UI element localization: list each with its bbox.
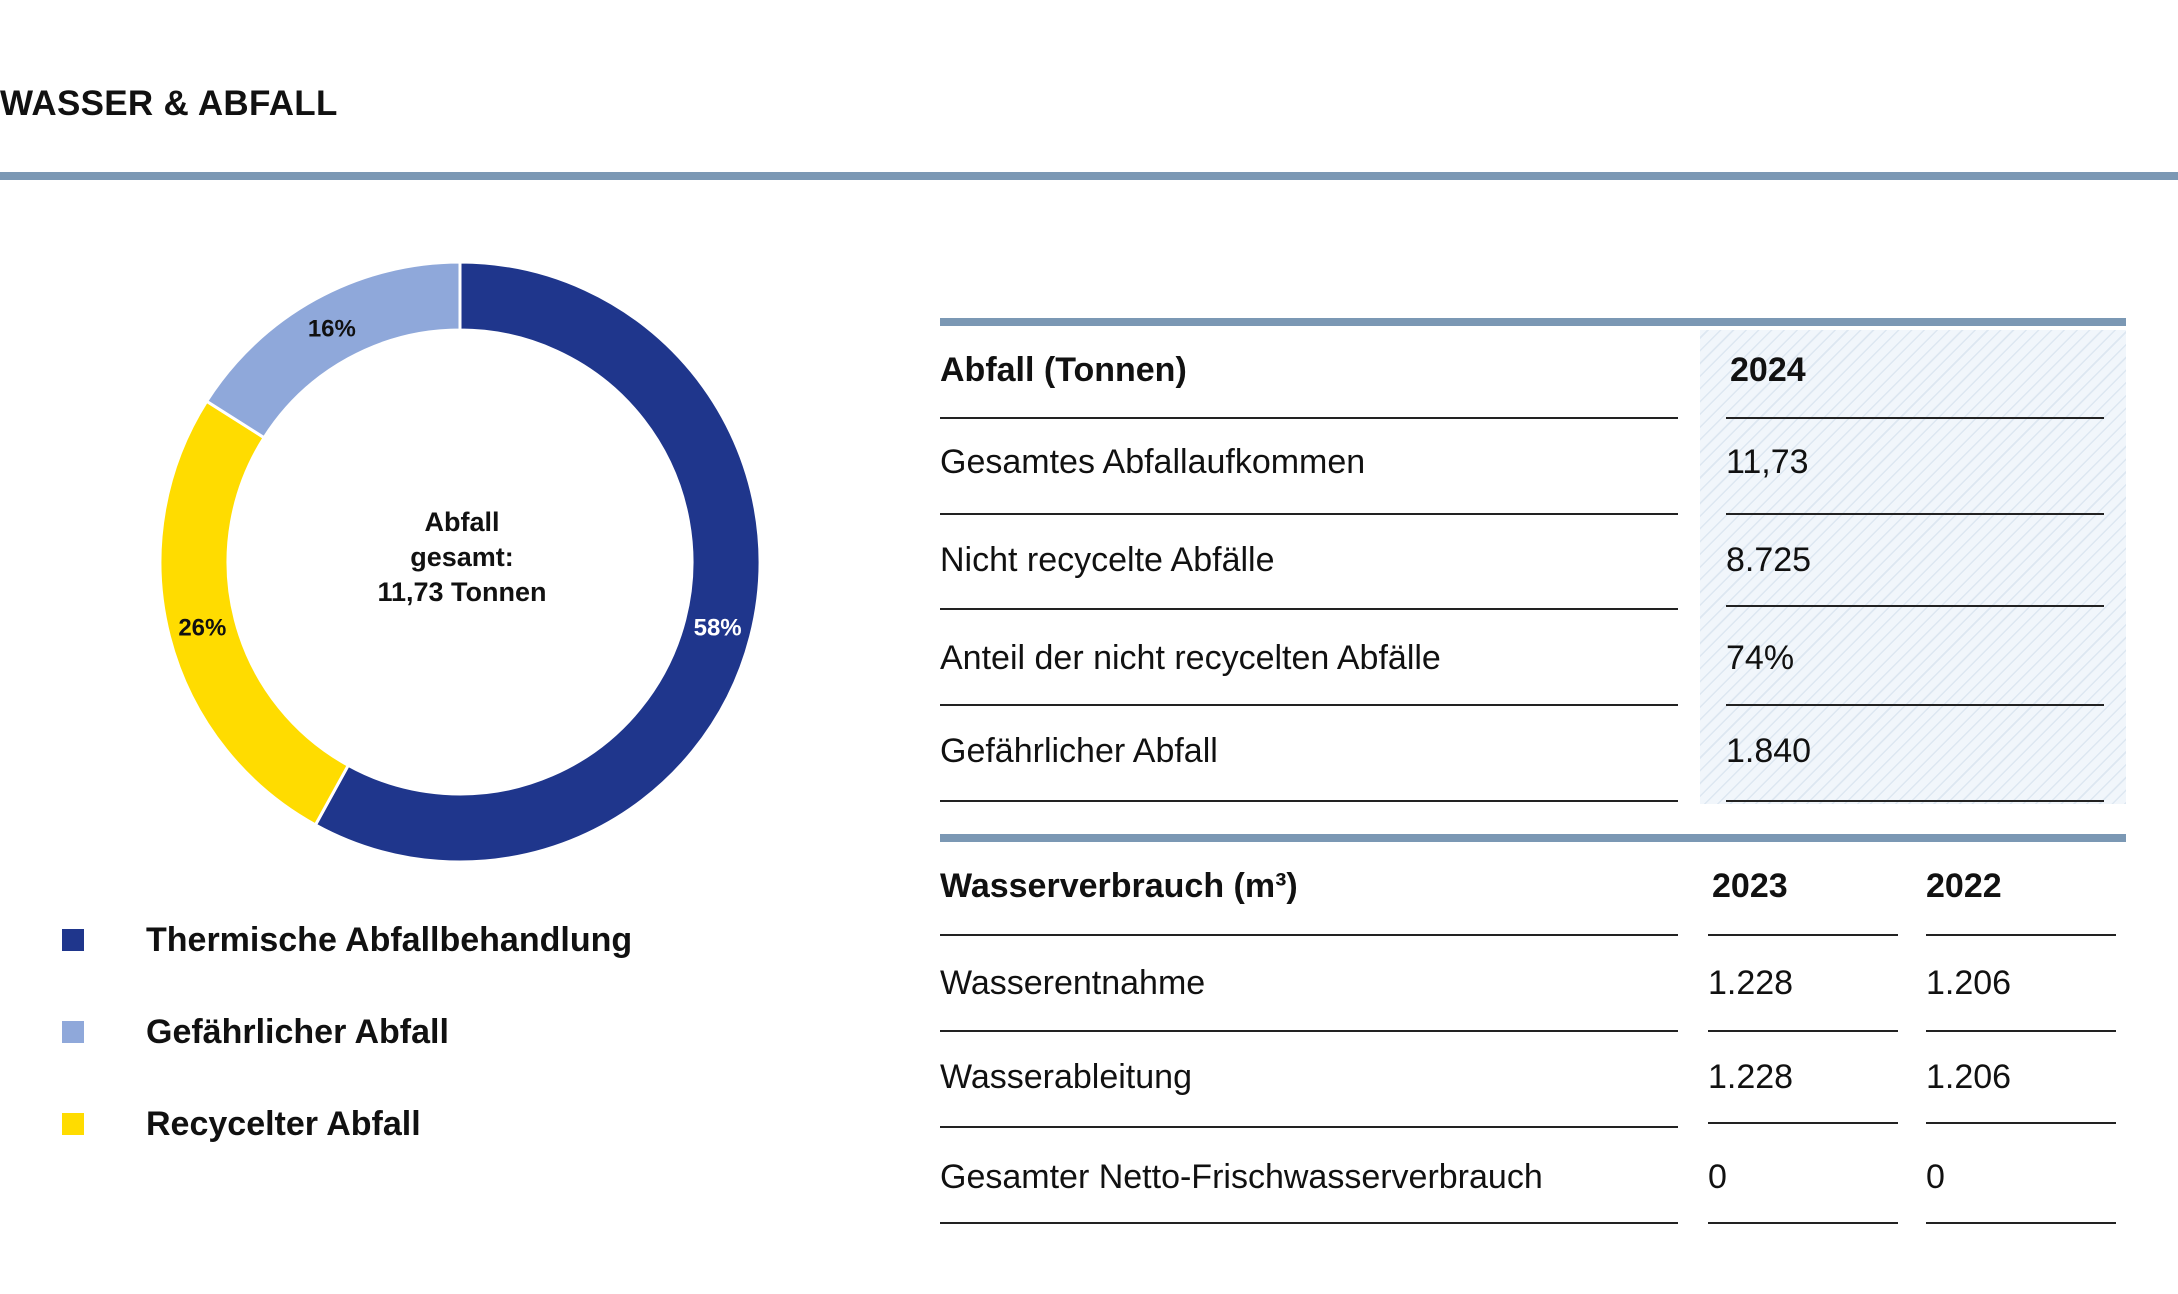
donut-slice-0 [313,262,760,862]
water-row-value: 1.206 [1926,964,2012,1002]
water-row-label: Wasserentnahme [940,964,1206,1002]
waste-row-label: Gefährlicher Abfall [940,732,1218,770]
row-divider [940,934,1678,936]
title-divider [0,172,2178,180]
page-title: WASSER & ABFALL [0,84,338,123]
waste-donut-chart: 58% 26% 16% [160,262,760,862]
water-row-value: 0 [1926,1158,1945,1196]
legend-swatch-gefaehrlich [62,1021,84,1043]
row-divider [940,417,1678,419]
legend-item-gefaehrlich: Gefährlicher Abfall [62,1010,702,1054]
donut-center-line-2: gesamt: [410,542,514,572]
row-divider [1726,704,2104,706]
water-row-label: Wasserableitung [940,1058,1192,1096]
donut-center-line-1: Abfall [424,507,500,537]
legend-label-recycelt: Recycelter Abfall [146,1105,421,1143]
legend-swatch-recycelt [62,1113,84,1135]
row-divider [940,800,1678,802]
row-divider [1708,1030,1898,1032]
water-table-top-rule [940,834,2126,842]
water-table-year: 2023 [1712,867,1788,905]
waste-row-value: 1.840 [1726,732,1812,770]
waste-table-top-rule [940,318,2126,326]
waste-row-value: 11,73 [1726,443,1809,481]
waste-row-label: Gesamtes Abfallaufkommen [940,443,1366,481]
waste-row-value: 8.725 [1726,541,1812,579]
row-divider [1726,513,2104,515]
donut-center-label: Abfall gesamt: 11,73 Tonnen [312,505,612,610]
donut-slice-1 [160,399,351,827]
legend-label-thermisch: Thermische Abfallbehandlung [146,921,633,959]
row-divider [1926,1030,2116,1032]
water-table-header: Wasserverbrauch (m³) [940,867,1298,905]
row-divider [940,1030,1678,1032]
row-divider [940,704,1678,706]
legend-item-recycelt: Recycelter Abfall [62,1102,702,1146]
water-row-value: 1.228 [1708,1058,1794,1096]
water-table-year: 2022 [1926,867,2002,905]
row-divider [940,1126,1678,1128]
donut-slice-2 [204,262,462,440]
water-row-value: 1.206 [1926,1058,2012,1096]
row-divider [1708,1222,1898,1224]
row-divider [1726,417,2104,419]
year-column-highlight [1700,330,2126,804]
row-divider [1926,1122,2116,1124]
donut-slice-label-0: 58% [694,615,742,642]
legend-item-thermisch: Thermische Abfallbehandlung [62,918,702,962]
waste-row-label: Nicht recycelte Abfälle [940,541,1275,579]
row-divider [940,513,1678,515]
row-divider [1926,1222,2116,1224]
donut-slice-label-2: 16% [308,315,356,342]
water-row-label: Gesamter Netto-Frischwasserverbrauch [940,1158,1543,1196]
row-divider [1926,934,2116,936]
waste-table-year: 2024 [1730,351,1806,389]
row-divider [1708,934,1898,936]
waste-row-value: 74% [1726,639,1795,677]
waste-row-label: Anteil der nicht recycelten Abfälle [940,639,1441,677]
donut-slice-label-1: 26% [178,615,226,642]
legend-label-gefaehrlich: Gefährlicher Abfall [146,1013,449,1051]
row-divider [1726,605,2104,607]
row-divider [940,1222,1678,1224]
row-divider [1708,1122,1898,1124]
waste-table-header: Abfall (Tonnen) [940,351,1187,389]
donut-center-line-3: 11,73 Tonnen [377,577,547,607]
water-row-value: 0 [1708,1158,1727,1196]
legend-swatch-thermisch [62,929,84,951]
row-divider [940,608,1678,610]
water-row-value: 1.228 [1708,964,1794,1002]
row-divider [1726,800,2104,802]
